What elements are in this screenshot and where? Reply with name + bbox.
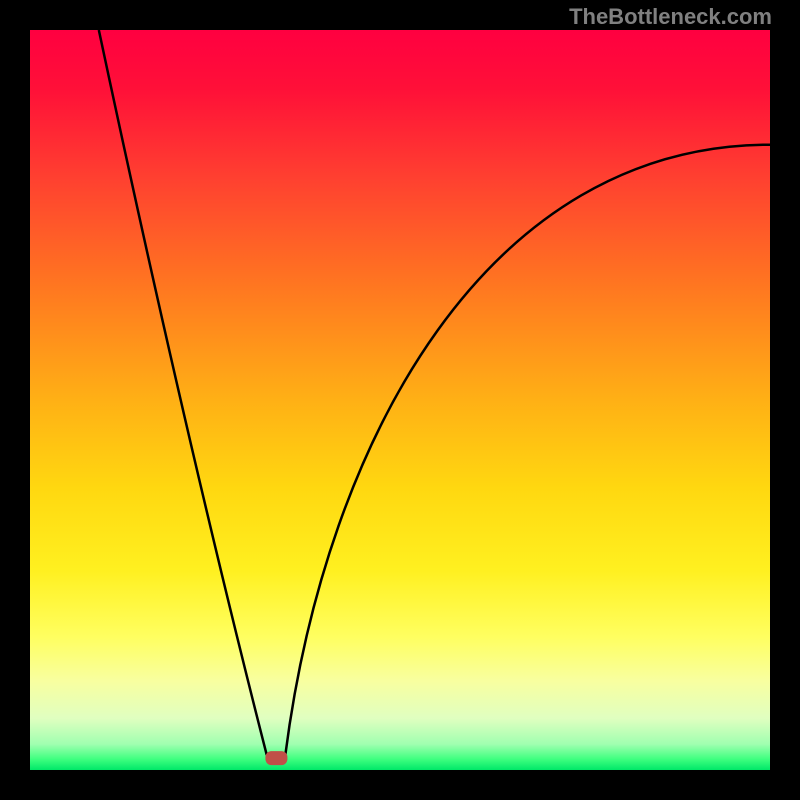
watermark-text: TheBottleneck.com [569,4,772,30]
chart-container: TheBottleneck.com [0,0,800,800]
plot-background [30,30,770,770]
chart-svg [0,0,800,800]
minimum-marker [265,751,287,765]
